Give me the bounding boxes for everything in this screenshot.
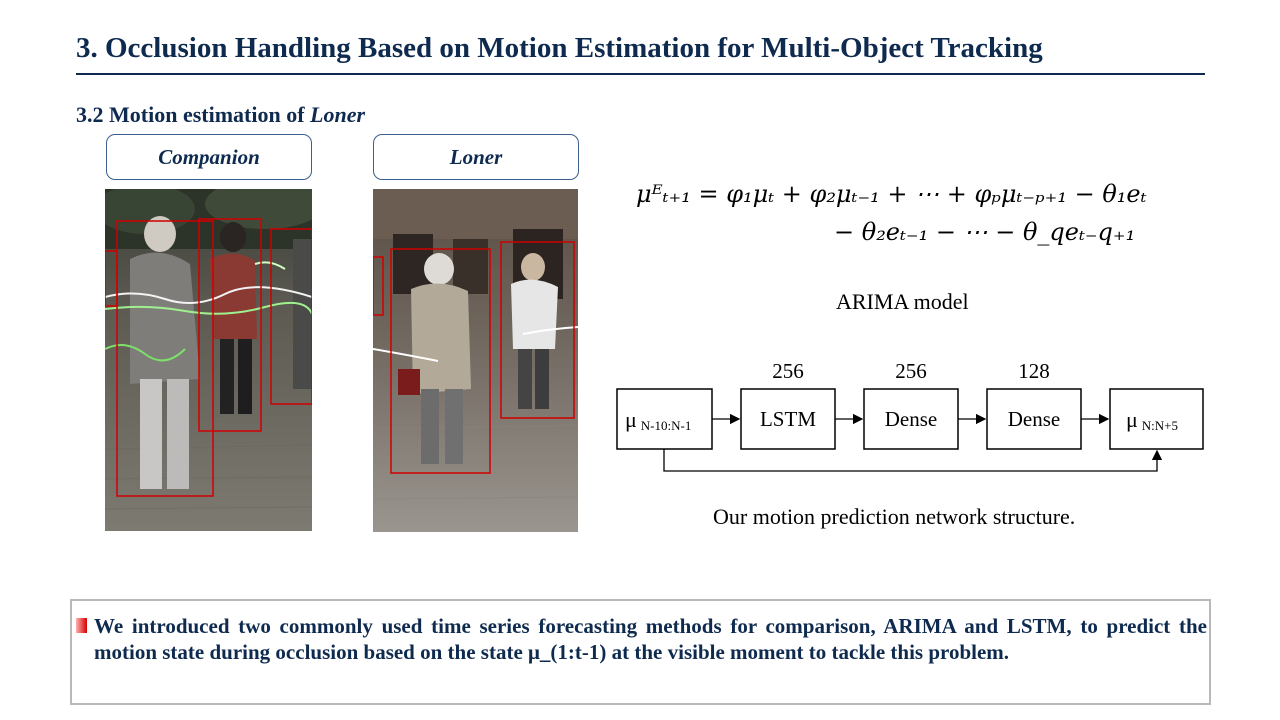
companion-label: Companion xyxy=(106,134,312,180)
section-heading-prefix: 3.2 Motion estimation of xyxy=(76,102,311,127)
lstm-node xyxy=(740,388,836,450)
layer1-units: 256 xyxy=(772,359,804,383)
summary-text: We introduced two commonly used time ser… xyxy=(94,614,1207,664)
arima-formula: μᴱₜ₊₁ = φ₁μₜ + φ₂μₜ₋₁ + ⋯ + φₚμₜ₋ₚ₊₁ − θ… xyxy=(636,178,1196,256)
input-node xyxy=(616,388,713,450)
layer3-units: 128 xyxy=(1018,359,1050,383)
arima-caption: ARIMA model xyxy=(836,289,969,314)
bullet-icon xyxy=(76,618,87,633)
skip-connection-arrow xyxy=(663,449,1163,472)
arima-formula-line2: − θ₂eₜ₋₁ − ⋯ − θ_qeₜ₋q₊₁ xyxy=(834,218,1136,246)
companion-scene xyxy=(105,189,312,531)
input-symbol: μ xyxy=(625,407,637,432)
loner-photo xyxy=(373,189,578,532)
layer2-units: 256 xyxy=(895,359,927,383)
summary-box: We introduced two commonly used time ser… xyxy=(70,599,1211,705)
dense-node-1-label: Dense xyxy=(885,407,937,431)
input-node-label: μ N-10:N-1 xyxy=(625,407,691,433)
dense-node-2 xyxy=(986,388,1082,450)
loner-scene xyxy=(373,189,578,532)
output-node-label: μ N:N+5 xyxy=(1126,407,1178,433)
title-underline xyxy=(76,73,1205,75)
output-symbol: μ xyxy=(1126,407,1138,432)
section-heading: 3.2 Motion estimation of Loner xyxy=(76,102,365,128)
companion-photo xyxy=(105,189,312,531)
network-caption: Our motion prediction network structure. xyxy=(713,504,1076,529)
lstm-node-label: LSTM xyxy=(760,407,816,431)
arima-formula-line1: μᴱₜ₊₁ = φ₁μₜ + φ₂μₜ₋₁ + ⋯ + φₚμₜ₋ₚ₊₁ − θ… xyxy=(636,180,1147,208)
input-subscript: N-10:N-1 xyxy=(641,418,692,433)
dense-node-2-label: Dense xyxy=(1008,407,1060,431)
section-heading-italic: Loner xyxy=(310,102,366,127)
loner-label: Loner xyxy=(373,134,579,180)
network-diagram: 256 256 128 μ N-10:N-1 LSTM Dense Dense μ… xyxy=(616,359,1204,472)
output-subscript: N:N+5 xyxy=(1142,418,1178,433)
output-node xyxy=(1109,388,1204,450)
slide-title: 3. Occlusion Handling Based on Motion Es… xyxy=(76,32,1043,64)
